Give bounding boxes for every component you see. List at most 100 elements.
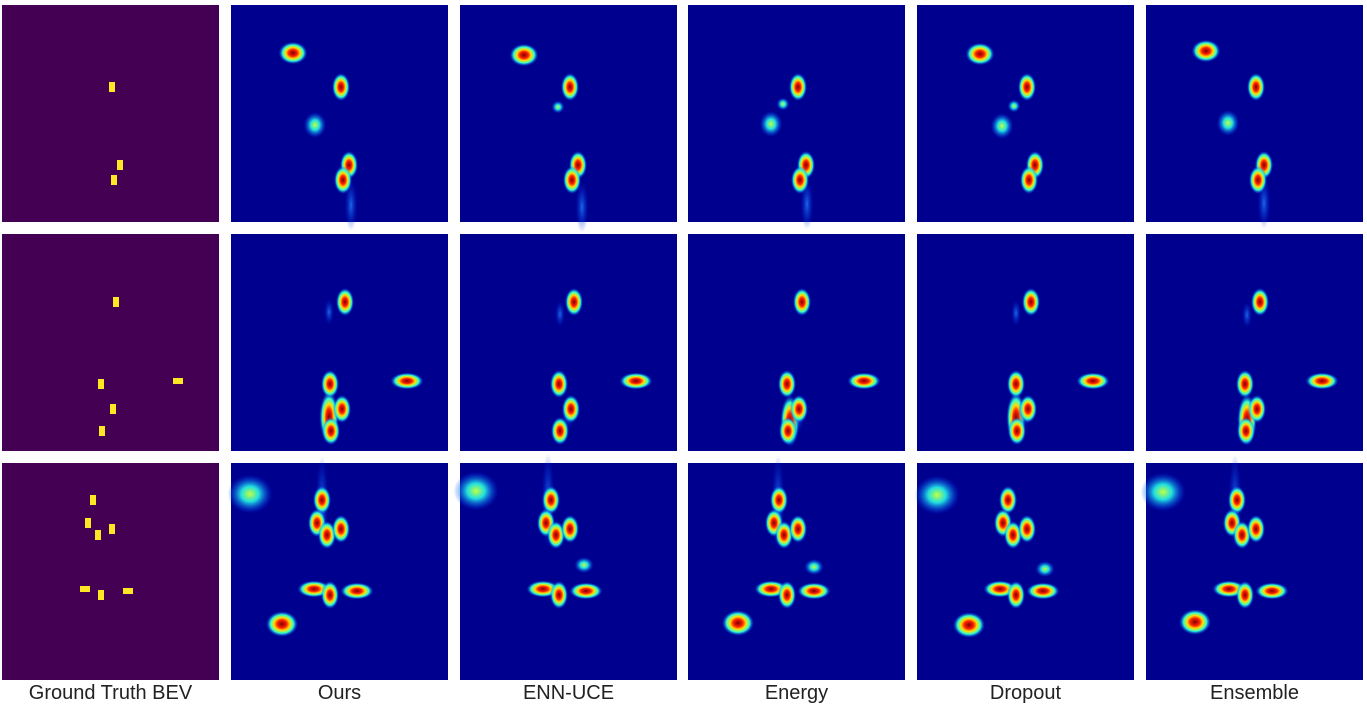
heat-blob: [1022, 288, 1040, 316]
heat-blob: [1255, 582, 1289, 600]
object-box: [117, 160, 123, 170]
panel-background: [2, 5, 219, 222]
heat-blob: [789, 73, 807, 101]
heat-blob: [1020, 166, 1038, 194]
heatmap-panel: [1146, 5, 1363, 229]
heat-blob: [561, 515, 579, 543]
heatmap-panel: [1140, 454, 1363, 680]
heatmap-panel: [688, 455, 905, 680]
heat-blob: [759, 111, 783, 137]
heat-blob: [793, 288, 811, 316]
object-box: [98, 590, 104, 600]
heat-blob: [344, 179, 358, 231]
heat-blob: [340, 582, 374, 600]
column-label: Ours: [318, 682, 361, 704]
heat-blob: [278, 41, 308, 65]
heat-blob: [953, 612, 985, 638]
ground-truth-panel: [2, 5, 219, 222]
heat-blob: [321, 370, 339, 398]
heat-blob: [1251, 288, 1269, 316]
panel-background: [2, 463, 219, 680]
heat-blob: [1305, 372, 1339, 390]
heat-blob: [999, 486, 1017, 514]
heat-blob: [509, 43, 539, 67]
heat-blob: [318, 521, 336, 549]
heat-blob: [1248, 395, 1266, 423]
heat-blob: [555, 301, 565, 327]
heat-blob: [1179, 609, 1211, 635]
heat-blob: [790, 395, 808, 423]
heat-blob: [778, 370, 796, 398]
object-box: [123, 588, 133, 594]
heat-blob: [1018, 515, 1036, 543]
heat-blob: [914, 475, 960, 515]
panel-grid: [2, 5, 1363, 680]
heat-blob: [1018, 73, 1036, 101]
heatmap-panel: [231, 234, 448, 451]
column-label: Dropout: [990, 682, 1062, 704]
heat-blob: [770, 486, 788, 514]
heat-blob: [390, 372, 424, 390]
heat-blob: [551, 100, 565, 114]
heat-blob: [1035, 561, 1055, 577]
heat-blob: [779, 417, 797, 445]
column-label: Ensemble: [1210, 682, 1299, 704]
heat-blob: [1007, 99, 1021, 113]
heat-blob: [550, 370, 568, 398]
object-box: [85, 518, 91, 528]
heatmap-panel: [460, 5, 677, 233]
heat-blob: [333, 395, 351, 423]
heat-blob: [990, 113, 1014, 139]
heat-blob: [1237, 417, 1255, 445]
heat-blob: [1008, 417, 1026, 445]
heat-blob: [1007, 581, 1025, 609]
heat-blob: [563, 166, 581, 194]
panel-background: [2, 234, 219, 451]
heat-blob: [574, 557, 594, 573]
heat-blob: [1019, 395, 1037, 423]
heat-blob: [965, 42, 995, 66]
heat-blob: [550, 581, 568, 609]
object-box: [98, 379, 104, 389]
heat-blob: [804, 559, 824, 575]
heat-blob: [266, 611, 298, 637]
heatmap-panel: [453, 453, 677, 680]
heat-blob: [322, 417, 340, 445]
panel-background: [688, 463, 905, 680]
heat-blob: [334, 166, 352, 194]
heat-blob: [565, 288, 583, 316]
heat-blob: [1007, 370, 1025, 398]
heat-blob: [569, 582, 603, 600]
heat-blob: [722, 610, 754, 636]
heat-blob: [1247, 73, 1265, 101]
heatmap-panel: [688, 5, 905, 230]
heat-blob: [1236, 581, 1254, 609]
heat-blob: [791, 166, 809, 194]
heat-blob: [619, 372, 653, 390]
heat-blob: [551, 417, 569, 445]
heatmap-panel: [917, 234, 1134, 451]
heat-blob: [1076, 372, 1110, 390]
heat-blob: [776, 97, 790, 111]
heat-blob: [1191, 39, 1221, 63]
object-box: [109, 524, 115, 534]
heat-blob: [561, 73, 579, 101]
heat-blob: [1228, 486, 1246, 514]
heat-blob: [303, 112, 327, 138]
heat-blob: [313, 486, 331, 514]
object-box: [111, 175, 117, 185]
ground-truth-panel: [2, 234, 219, 451]
heat-blob: [321, 581, 339, 609]
heatmap-panel: [460, 234, 677, 451]
heat-blob: [1011, 300, 1021, 326]
heat-blob: [562, 395, 580, 423]
column-label: Energy: [765, 682, 828, 704]
heat-blob: [547, 521, 565, 549]
heat-blob: [1236, 370, 1254, 398]
heat-blob: [1216, 110, 1240, 136]
heat-blob: [775, 521, 793, 549]
heatmap-panel: [1146, 234, 1363, 451]
heatmap-panel: [688, 234, 905, 451]
heatmap-panel: [227, 456, 448, 680]
